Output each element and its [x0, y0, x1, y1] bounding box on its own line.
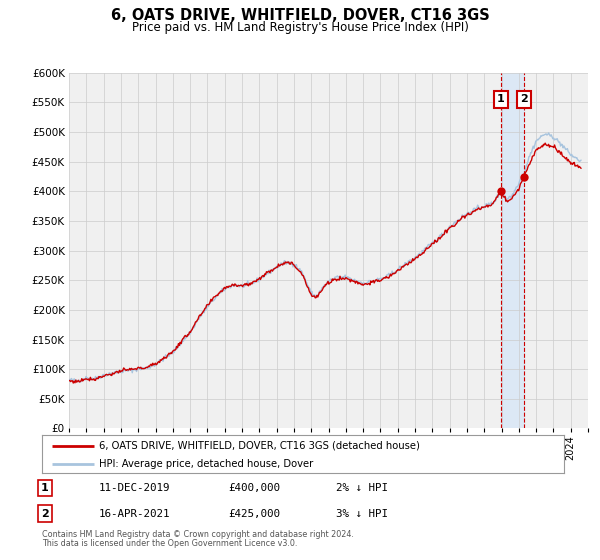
Bar	[500, 73, 524, 428]
Text: £400,000: £400,000	[228, 483, 280, 493]
Text: 1: 1	[41, 483, 49, 493]
Text: 2% ↓ HPI: 2% ↓ HPI	[336, 483, 388, 493]
Text: 6, OATS DRIVE, WHITFIELD, DOVER, CT16 3GS (detached house): 6, OATS DRIVE, WHITFIELD, DOVER, CT16 3G…	[100, 441, 420, 451]
Text: 16-APR-2021: 16-APR-2021	[99, 508, 170, 519]
Text: 1: 1	[497, 95, 505, 105]
Text: £425,000: £425,000	[228, 508, 280, 519]
Text: 11-DEC-2019: 11-DEC-2019	[99, 483, 170, 493]
Text: Price paid vs. HM Land Registry's House Price Index (HPI): Price paid vs. HM Land Registry's House …	[131, 21, 469, 34]
Text: Contains HM Land Registry data © Crown copyright and database right 2024.: Contains HM Land Registry data © Crown c…	[42, 530, 354, 539]
Text: This data is licensed under the Open Government Licence v3.0.: This data is licensed under the Open Gov…	[42, 539, 298, 548]
Text: HPI: Average price, detached house, Dover: HPI: Average price, detached house, Dove…	[100, 459, 314, 469]
Text: 2: 2	[520, 95, 527, 105]
Text: 3% ↓ HPI: 3% ↓ HPI	[336, 508, 388, 519]
Text: 2: 2	[41, 508, 49, 519]
Text: 6, OATS DRIVE, WHITFIELD, DOVER, CT16 3GS: 6, OATS DRIVE, WHITFIELD, DOVER, CT16 3G…	[110, 8, 490, 24]
